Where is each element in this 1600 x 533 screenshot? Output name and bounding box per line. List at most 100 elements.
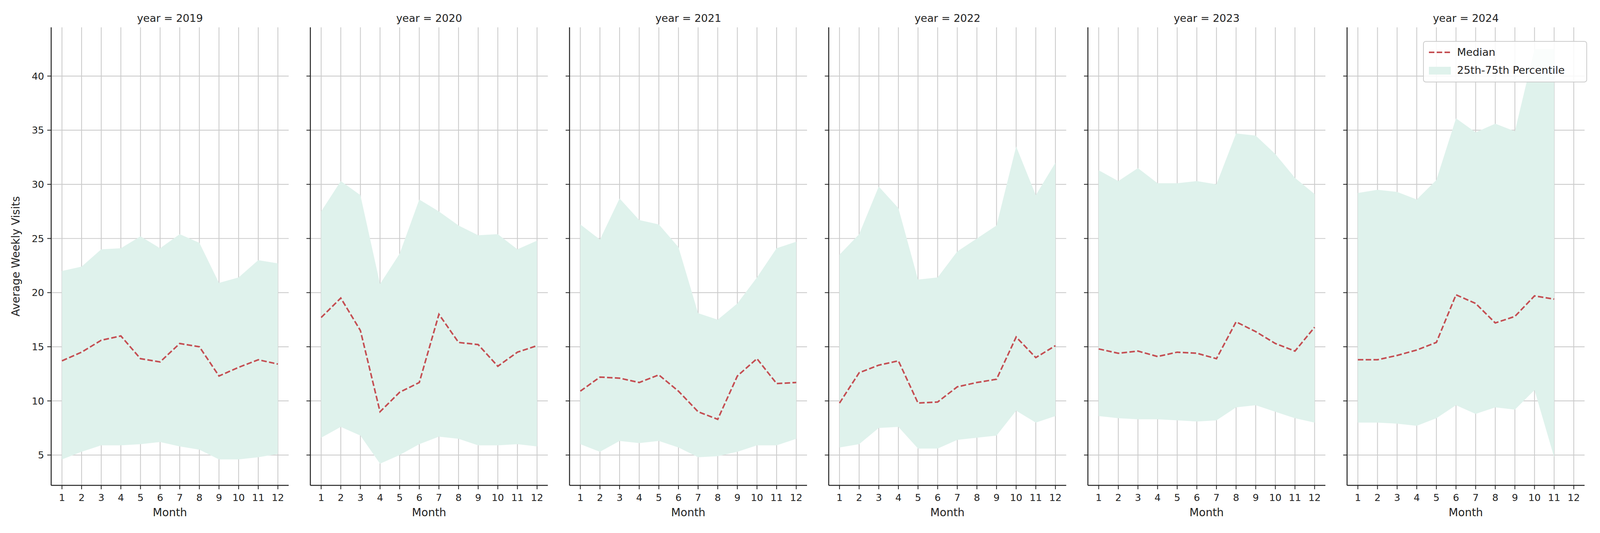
- median-line: [321, 298, 538, 412]
- x-tick: [458, 485, 459, 490]
- y-tick: [1083, 346, 1088, 348]
- y-tick: [306, 292, 311, 293]
- y-tick: [825, 183, 829, 185]
- y-grid-line: [828, 75, 1067, 77]
- x-tick-label: 8: [455, 492, 462, 504]
- x-tick: [898, 485, 899, 490]
- y-tick-label: 30: [31, 178, 45, 191]
- x-tick: [100, 485, 102, 490]
- x-tick-label: 12: [530, 492, 544, 504]
- x-tick: [1514, 485, 1516, 490]
- x-axis-label: Month: [1448, 506, 1484, 520]
- x-tick-label: 8: [1492, 492, 1499, 504]
- x-tick: [1235, 485, 1237, 490]
- legend-swatch: [1428, 66, 1451, 75]
- plot-area: [321, 181, 538, 465]
- y-axis-line: [309, 27, 311, 486]
- percentile-band: [1357, 48, 1554, 458]
- y-grid-line: [51, 129, 289, 131]
- x-axis-label: Month: [152, 506, 188, 520]
- x-tick-label: 12: [789, 492, 803, 504]
- x-tick: [438, 485, 440, 490]
- median-line: [580, 358, 797, 420]
- y-tick: [1343, 183, 1348, 185]
- x-tick-label: 5: [655, 492, 663, 504]
- x-tick-label: 12: [1567, 492, 1581, 504]
- y-axis-line: [569, 27, 571, 486]
- y-grid-line: [569, 454, 808, 456]
- x-tick-label: 7: [1213, 492, 1220, 504]
- x-tick: [399, 485, 400, 490]
- y-tick: [1343, 454, 1348, 456]
- x-tick-label: 1: [1354, 492, 1361, 504]
- y-grid-line: [1087, 129, 1326, 131]
- y-tick: [565, 238, 570, 240]
- x-tick: [81, 485, 83, 490]
- y-tick: [47, 346, 52, 348]
- x-tick: [957, 485, 958, 490]
- x-tick: [1314, 485, 1315, 490]
- y-grid-line: [569, 75, 808, 77]
- y-tick: [1083, 129, 1088, 131]
- panel: 123456789101112year = 2022Month: [825, 12, 1067, 520]
- x-tick-label: 10: [1009, 492, 1023, 504]
- median-line: [1357, 294, 1554, 360]
- x-tick: [238, 485, 240, 490]
- x-tick: [1416, 485, 1418, 490]
- x-tick: [140, 485, 142, 490]
- x-tick: [1055, 485, 1056, 490]
- x-tick: [1533, 485, 1535, 490]
- x-tick-label: 5: [1433, 492, 1440, 504]
- x-tick-label: 10: [232, 492, 245, 504]
- x-tick: [1137, 485, 1139, 490]
- y-grid-line: [569, 129, 808, 131]
- x-tick: [1098, 485, 1100, 490]
- x-tick: [1475, 485, 1477, 490]
- x-tick: [340, 485, 342, 490]
- x-tick: [198, 485, 200, 490]
- median-line: [62, 335, 279, 377]
- plot-area: [62, 234, 279, 460]
- x-tick-label: 4: [1154, 492, 1161, 504]
- median-line: [1098, 321, 1315, 359]
- y-tick: [565, 400, 570, 402]
- y-tick: [306, 346, 311, 348]
- y-tick-label: 10: [31, 395, 45, 408]
- x-tick-label: 9: [1252, 492, 1259, 504]
- y-tick: [565, 75, 570, 77]
- x-tick: [1035, 485, 1037, 490]
- x-tick-label: 9: [475, 492, 482, 504]
- y-tick: [825, 129, 829, 131]
- x-axis-line: [569, 485, 808, 487]
- percentile-band: [1098, 133, 1315, 423]
- x-tick: [1396, 485, 1398, 490]
- x-tick: [1196, 485, 1198, 490]
- x-tick: [1275, 485, 1276, 490]
- x-tick-label: 8: [196, 492, 203, 504]
- y-tick: [47, 454, 52, 456]
- x-tick-label: 2: [855, 492, 863, 504]
- x-tick: [976, 485, 978, 490]
- y-tick: [47, 238, 52, 240]
- y-tick-label: 20: [31, 287, 45, 299]
- y-tick: [825, 292, 829, 293]
- panel-title: year = 2023: [1173, 12, 1240, 25]
- legend-frame: [1423, 41, 1587, 83]
- y-tick: [825, 454, 829, 456]
- y-tick: [1083, 238, 1088, 240]
- x-tick-label: 12: [1049, 492, 1062, 504]
- x-tick: [179, 485, 181, 490]
- x-tick: [1435, 485, 1437, 490]
- plot-area: [1357, 48, 1554, 458]
- x-tick-label: 6: [675, 492, 682, 504]
- x-tick-label: 3: [875, 492, 883, 504]
- x-tick-label: 5: [396, 492, 403, 504]
- x-tick: [517, 485, 518, 490]
- x-tick-label: 1: [58, 492, 66, 504]
- x-tick-label: 3: [616, 492, 623, 504]
- x-tick: [658, 485, 660, 490]
- y-axis-line: [1346, 27, 1348, 486]
- panel: 123456789101112year = 2020Month: [306, 12, 549, 520]
- y-tick: [306, 183, 311, 185]
- y-grid-line: [569, 183, 808, 185]
